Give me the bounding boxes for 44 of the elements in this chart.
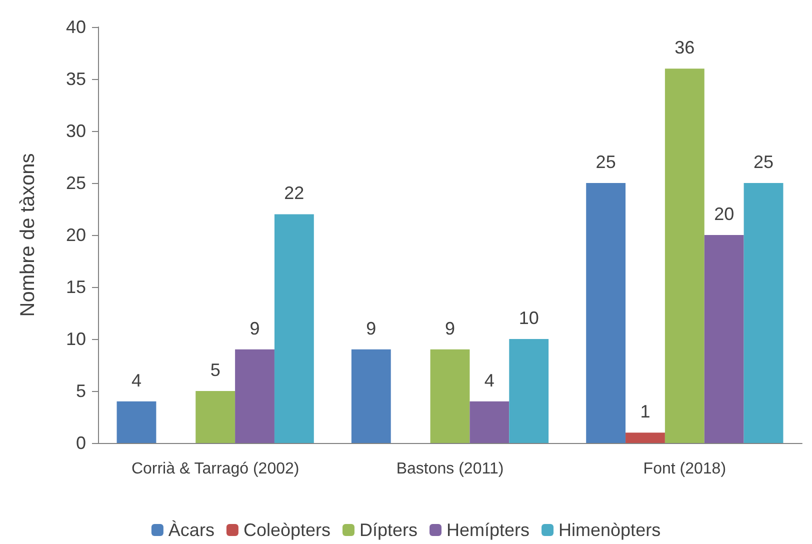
bar	[509, 339, 549, 443]
data-label: 20	[714, 204, 734, 224]
bar	[470, 401, 510, 443]
bar	[586, 183, 626, 443]
legend-label: Himenòpters	[558, 520, 661, 540]
y-tick-label: 25	[66, 173, 86, 193]
y-tick-label: 30	[66, 121, 86, 141]
y-tick-label: 20	[66, 225, 86, 245]
data-label: 9	[250, 318, 260, 338]
x-tick-label: Font (2018)	[643, 460, 726, 478]
data-label: 25	[596, 152, 616, 172]
y-tick-label: 40	[66, 17, 86, 37]
bar	[664, 68, 704, 443]
data-label: 1	[640, 402, 650, 422]
data-label: 4	[484, 370, 494, 390]
legend-label: Coleòpters	[243, 520, 330, 540]
data-label: 36	[674, 38, 695, 58]
y-tick-label: 5	[76, 381, 86, 401]
y-tick-label: 10	[66, 329, 86, 349]
data-label: 10	[518, 308, 539, 328]
data-label: 4	[131, 370, 142, 390]
data-label: 22	[284, 183, 304, 204]
y-tick-label: 15	[66, 277, 86, 297]
bar	[235, 349, 274, 443]
bar	[744, 183, 784, 443]
bar	[430, 349, 470, 443]
y-tick-label: 0	[76, 433, 86, 453]
data-label: 9	[444, 318, 456, 338]
bar	[351, 349, 391, 443]
x-tick-label: Corrià & Tarragó (2002)	[131, 460, 300, 478]
data-label: 5	[210, 360, 220, 380]
bar	[196, 391, 236, 443]
bar	[626, 432, 665, 443]
data-label: 25	[754, 152, 774, 172]
legend-label: Àcars	[168, 520, 214, 540]
bar	[704, 235, 744, 443]
legend-label: Dípters	[359, 520, 418, 540]
x-tick-label: Bastons (2011)	[396, 460, 504, 478]
bar	[116, 401, 156, 443]
y-axis-title: Nombre de tàxons	[17, 153, 39, 317]
data-label: 9	[366, 318, 376, 338]
bar	[274, 214, 314, 443]
y-tick-label: 35	[66, 69, 86, 89]
legend-label: Hemípters	[446, 520, 530, 540]
